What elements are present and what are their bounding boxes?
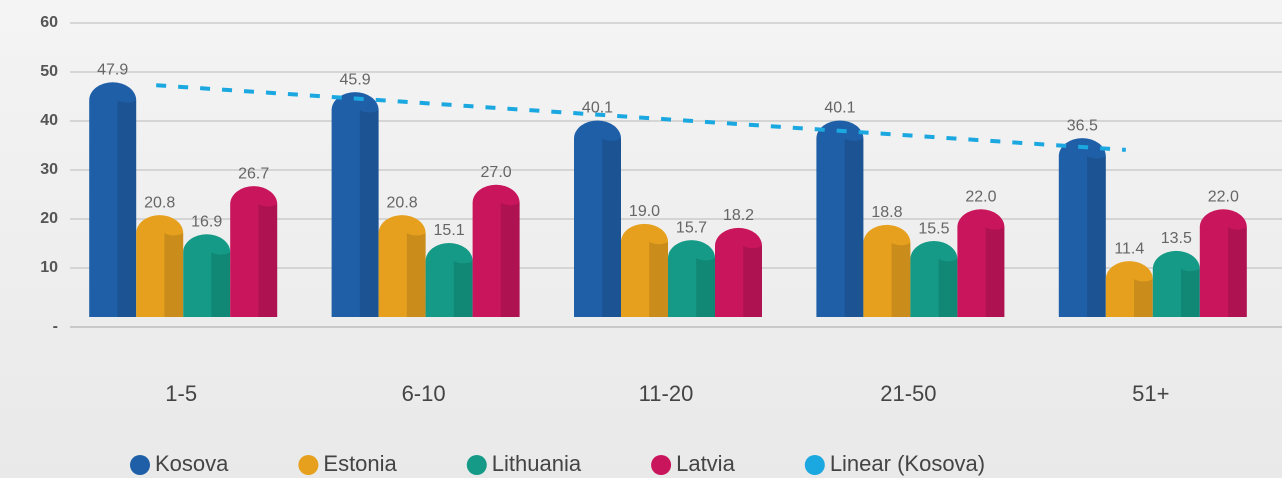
value-label: 40.1	[582, 100, 613, 117]
value-label: 16.9	[191, 213, 222, 230]
x-tick-label: 11-20	[639, 381, 694, 406]
x-tick-label: 21-50	[880, 381, 936, 406]
value-label: 15.1	[434, 222, 465, 239]
legend-label: Estonia	[323, 451, 397, 476]
legend-swatch	[651, 455, 672, 475]
bar-shade	[938, 259, 958, 317]
value-label: 15.5	[918, 220, 949, 237]
x-tick-label: 6-10	[402, 381, 446, 406]
bar	[472, 184, 520, 317]
x-tick-label: 51+	[1132, 381, 1169, 406]
bar-shade	[211, 252, 231, 317]
y-tick-label: 50	[40, 63, 58, 80]
bar	[863, 224, 911, 317]
value-label: 27.0	[481, 164, 512, 181]
bar-shade	[844, 138, 864, 317]
bar-shade	[453, 261, 473, 317]
y-tick-label: 10	[40, 259, 58, 276]
bar	[910, 241, 958, 317]
value-label: 11.4	[1114, 240, 1144, 257]
bar	[136, 215, 184, 317]
value-label: 40.1	[824, 100, 855, 117]
bar-shade	[406, 233, 426, 317]
value-label: 45.9	[340, 71, 371, 88]
value-label: 20.8	[144, 194, 175, 211]
value-label: 36.5	[1067, 117, 1098, 134]
legend-label: Linear (Kosova)	[830, 451, 985, 476]
bar-shade	[1181, 268, 1200, 317]
bar	[230, 186, 278, 317]
bar-shade	[258, 204, 278, 317]
bar-shade	[1087, 156, 1106, 317]
value-label: 18.2	[723, 207, 754, 224]
x-tick-label: 1-5	[165, 381, 197, 406]
value-label: 18.8	[871, 204, 902, 221]
bar	[331, 92, 379, 317]
legend-label: Latvia	[676, 451, 735, 476]
bar	[1058, 138, 1106, 317]
legend-label: Lithuania	[492, 451, 582, 476]
legend-swatch	[130, 455, 150, 475]
legend-label: Kosova	[155, 451, 229, 476]
legend-swatch	[466, 455, 487, 475]
bar	[1152, 250, 1200, 317]
bar-shade	[1134, 279, 1153, 317]
value-label: 19.0	[629, 203, 660, 220]
bar-shade	[891, 242, 911, 317]
bar	[957, 209, 1005, 317]
value-label: 22.0	[965, 188, 996, 205]
legend-swatch	[804, 455, 825, 475]
bar-shade	[164, 233, 184, 317]
bar-shade	[985, 227, 1005, 317]
y-tick-label: 30	[40, 161, 58, 178]
bar	[183, 234, 231, 317]
bar-shade	[1228, 227, 1247, 317]
value-label: 20.8	[387, 194, 418, 211]
legend-swatch	[298, 455, 319, 475]
bar-shade	[117, 100, 137, 317]
y-tick-label: -	[53, 318, 58, 335]
bar-shade	[500, 202, 520, 317]
bar-shade	[602, 138, 621, 317]
bar-shade	[696, 258, 715, 317]
bar-shade	[359, 110, 379, 317]
bar-shade	[649, 241, 668, 317]
y-tick-label: 20	[40, 210, 58, 227]
y-tick-label: 40	[40, 112, 58, 129]
value-label: 22.0	[1208, 188, 1239, 205]
bar	[816, 120, 864, 317]
bar	[668, 240, 715, 317]
value-label: 26.7	[238, 165, 269, 182]
bar-shade	[743, 245, 762, 317]
bar	[425, 243, 473, 317]
value-label: 15.7	[676, 219, 707, 236]
bar	[574, 120, 621, 317]
bar	[1105, 261, 1153, 317]
bar	[378, 215, 426, 317]
y-tick-label: 60	[40, 14, 58, 31]
bar	[621, 223, 668, 317]
bar	[89, 82, 137, 317]
value-label: 13.5	[1161, 230, 1192, 247]
value-label: 47.9	[97, 62, 128, 79]
bar	[1199, 209, 1247, 317]
bar	[715, 227, 762, 317]
trendline	[156, 83, 1126, 152]
